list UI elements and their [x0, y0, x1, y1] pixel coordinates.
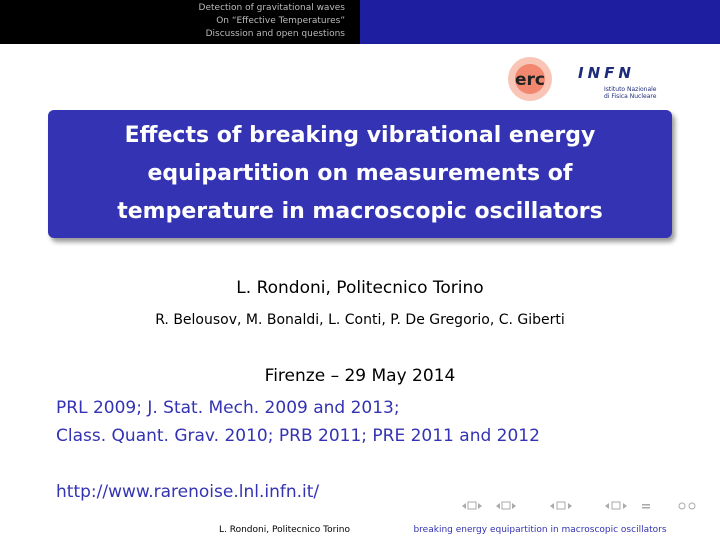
title-line: temperature in macroscopic oscillators — [117, 199, 603, 224]
title-line: equipartition on measurements of — [147, 161, 573, 186]
nav-symbols[interactable] — [462, 498, 712, 514]
nav-item[interactable]: Discussion and open questions — [205, 29, 345, 39]
url[interactable]: http://www.rarenoise.lnl.infn.it/ — [56, 482, 320, 502]
reference: Class. Quant. Grav. 2010; PRB 2011; PRE … — [56, 426, 540, 446]
header-right — [360, 0, 720, 44]
erc-text: erc — [515, 70, 545, 90]
nav-item[interactable]: On “Effective Temperatures” — [216, 16, 345, 26]
infn-sub: Istituto Nazionale — [604, 86, 657, 93]
coauthors: R. Belousov, M. Bonaldi, L. Conti, P. De… — [155, 312, 565, 328]
infn-sub: di Fisica Nucleare — [604, 93, 657, 100]
reference: PRL 2009; J. Stat. Mech. 2009 and 2013; — [56, 398, 400, 418]
date: Firenze – 29 May 2014 — [264, 366, 456, 386]
footer-right: breaking energy equipartition in macrosc… — [413, 525, 667, 535]
infn-logo: INFN — [578, 64, 635, 82]
header-left — [0, 0, 360, 44]
title-box — [48, 110, 672, 238]
nav-item[interactable]: Detection of gravitational waves — [198, 3, 345, 13]
footer-left: L. Rondoni, Politecnico Torino — [219, 525, 350, 535]
erc-logo: erc — [508, 57, 552, 101]
title-line: Effects of breaking vibrational energy — [124, 123, 596, 148]
author: L. Rondoni, Politecnico Torino — [236, 278, 484, 298]
